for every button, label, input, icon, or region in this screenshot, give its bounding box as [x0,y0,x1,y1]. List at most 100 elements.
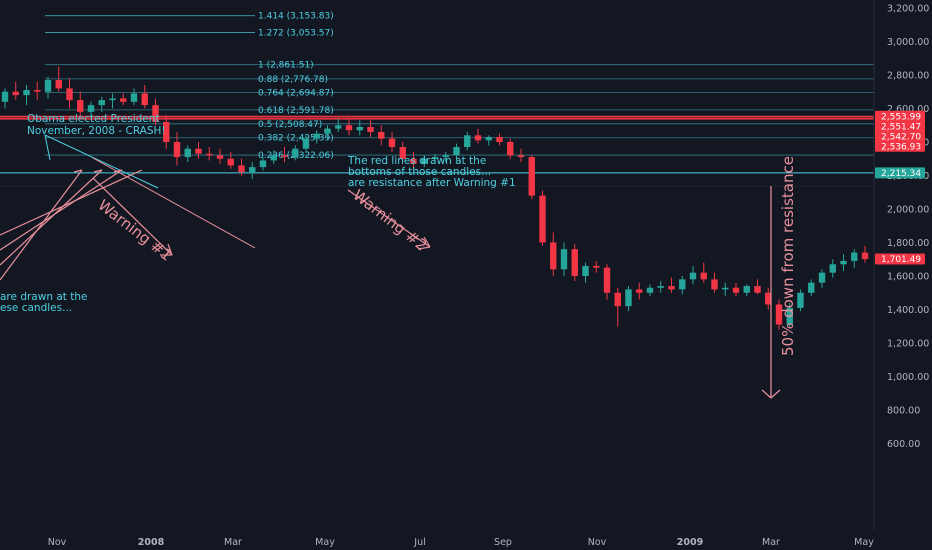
candle [528,155,535,199]
candle-body [324,128,331,134]
price-badge-label: 2,551.47 [881,122,921,132]
candle [12,81,19,101]
candle [797,289,804,312]
candle-body [367,126,374,132]
candle [732,282,740,297]
candle [238,158,245,176]
red-lines-label-line3: are resistance after Warning #1 [348,177,516,189]
candle [259,157,267,171]
price-badge: 2,553.99 [875,110,925,122]
candle [163,115,170,149]
fib-level-label: 0.382 (2,425.39) [258,134,334,144]
candle-body [571,249,578,276]
candle-body [109,98,116,101]
candle [851,249,858,268]
candle-body [496,136,503,142]
candle-body [388,138,396,148]
candle [485,135,492,146]
candle [464,131,471,151]
obama-label-line2: November, 2008 - CRASH! [27,125,166,137]
candle [206,147,213,161]
candle [55,66,62,92]
candle [109,93,116,109]
candle [517,148,525,163]
candle [98,96,105,112]
candle-body [646,287,654,293]
candle [313,130,320,144]
candle [292,145,299,161]
candles [1,66,869,330]
candle [77,91,84,119]
candle [302,135,310,153]
price-badge-label: 2,215.34 [881,169,921,179]
candle-body [625,289,632,307]
candle [378,125,385,146]
candle [614,287,621,327]
candle [34,81,41,101]
candle [356,120,363,136]
candle-body [98,100,105,106]
x-tick-label: Nov [588,537,607,548]
x-tick-label: May [854,537,874,548]
candle-body [141,93,148,106]
candle-body [732,287,740,293]
candle-body [1,91,9,102]
candle-body [259,160,267,168]
candle-body [227,158,234,166]
candle [700,262,707,283]
candle-body [829,264,836,273]
candle [829,259,836,278]
x-tick-label: Mar [224,537,242,548]
candle-body [335,125,342,129]
price-badge: 2,551.47 [875,120,925,132]
y-tick-label: 2,800.00 [887,71,929,82]
candle-body [593,265,600,268]
fib-level-label: 0.88 (2,776.78) [258,75,328,85]
candle [646,284,654,297]
annotation-arrows [0,134,781,399]
candle [743,284,750,297]
price-badge: 2,542.70 [875,130,925,142]
candle [625,286,632,312]
candle-body [485,136,492,141]
candle-body [152,105,159,122]
candle-body [861,252,869,260]
fifty-percent-label: 50% down from resistance [779,156,797,356]
price-badge: 1,701.49 [875,253,925,265]
candle [786,302,793,328]
candle-body [410,158,417,164]
left-label-line2: ese candles... [0,302,72,314]
fib-level-label: 0.5 (2,508.47) [258,120,322,130]
candle [689,265,697,285]
candle-body [421,158,428,164]
candle-body [689,272,697,280]
candle-body [77,100,84,112]
candle [66,78,73,109]
candle [44,76,52,99]
candle-body [442,155,449,158]
y-tick-label: 800.00 [887,406,920,417]
x-tick-label: 2009 [677,537,703,548]
candle [453,143,460,161]
candle-body [216,155,224,159]
candle [571,244,578,282]
candle-body [12,91,19,96]
y-tick-label: 2,000.00 [887,205,929,216]
candle-body [797,292,804,308]
y-tick-label: 600.00 [887,439,920,450]
candle-body [775,304,783,325]
price-badge-label: 2,542.70 [881,132,921,142]
candle [87,101,95,119]
candle [141,85,148,109]
candle [657,281,664,293]
candle-body [560,249,568,270]
candle-body [238,165,245,173]
candle [840,254,847,271]
candle-body [464,135,471,148]
candle-body [130,93,138,102]
fib-level-label: 1.272 (3,053.57) [258,29,334,39]
y-tick-label: 1,200.00 [887,339,929,350]
candle [249,162,256,179]
candle-body [808,282,815,293]
candle [550,232,557,276]
